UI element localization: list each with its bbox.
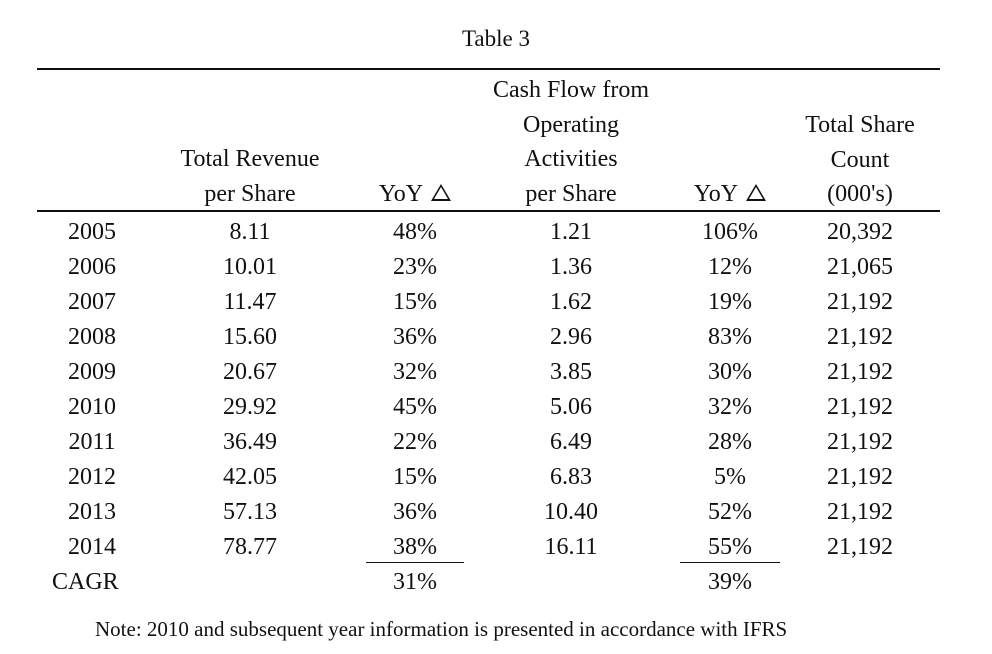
- cagr-cashflow: 39%: [708, 569, 752, 595]
- cell-revenue: 8.11: [229, 219, 271, 245]
- cell-year: 2005: [68, 219, 116, 245]
- header-cashflow-line-4: per Share: [525, 180, 617, 207]
- cell-shares: 21,192: [827, 394, 893, 420]
- header-shares-line-1: Total Share: [805, 112, 915, 138]
- cell-shares: 21,065: [827, 254, 893, 280]
- cell-yoy-revenue: 45%: [393, 394, 437, 420]
- cell-cashflow: 6.49: [550, 429, 592, 455]
- cell-year: 2007: [68, 289, 116, 315]
- cell-yoy-revenue: 15%: [393, 464, 437, 490]
- table-row: 2011 36.49 22% 6.49 28% 21,192: [0, 425, 992, 460]
- header-shares-line-3: (000's): [827, 181, 893, 207]
- table-title: Table 3: [461, 26, 530, 51]
- cell-yoy-cashflow: 106%: [702, 219, 758, 245]
- header-shares-line-2: Count: [830, 146, 890, 173]
- table-row: 2010 29.92 45% 5.06 32% 21,192: [0, 390, 992, 425]
- table-row: 2005 8.11 48% 1.21 106% 20,392: [0, 215, 992, 250]
- header-cashflow-line-2: Operating: [523, 111, 619, 138]
- cell-cashflow: 1.21: [550, 219, 592, 245]
- cell-shares: 21,192: [827, 359, 893, 385]
- table-row: 2012 42.05 15% 6.83 5% 21,192: [0, 460, 992, 495]
- yoy-revenue-underline: [366, 562, 464, 563]
- cell-yoy-revenue: 38%: [393, 534, 437, 560]
- cell-cashflow: 16.11: [544, 534, 598, 560]
- cell-yoy-revenue: 22%: [393, 429, 437, 455]
- cell-revenue: 42.05: [223, 464, 277, 490]
- cell-year: 2006: [68, 254, 116, 280]
- cell-revenue: 11.47: [223, 289, 277, 315]
- cell-revenue: 20.67: [223, 359, 277, 385]
- cell-yoy-cashflow: 52%: [708, 499, 752, 525]
- cell-yoy-revenue: 15%: [393, 289, 437, 315]
- cell-yoy-cashflow: 19%: [708, 289, 752, 315]
- cell-cashflow: 5.06: [550, 394, 592, 420]
- cell-yoy-revenue: 36%: [393, 324, 437, 350]
- cell-revenue: 36.49: [223, 429, 277, 455]
- cell-cashflow: 1.36: [550, 254, 592, 280]
- cagr-row: CAGR 31% 39%: [0, 565, 992, 600]
- table-row: 2009 20.67 32% 3.85 30% 21,192: [0, 355, 992, 390]
- cell-shares: 21,192: [827, 289, 893, 315]
- cell-year: 2012: [68, 464, 116, 490]
- table-row: 2008 15.60 36% 2.96 83% 21,192: [0, 320, 992, 355]
- cell-yoy-revenue: 36%: [393, 499, 437, 525]
- cell-shares: 20,392: [827, 219, 893, 245]
- delta-icon: [431, 184, 452, 201]
- cell-year: 2008: [68, 324, 116, 350]
- cell-cashflow: 3.85: [550, 359, 592, 385]
- header-cashflow: Cash Flow from Operating Activities per …: [476, 73, 666, 211]
- header-cashflow-line-3: Activities: [524, 146, 618, 172]
- cell-revenue: 29.92: [223, 394, 277, 420]
- cell-cashflow: 6.83: [550, 464, 592, 490]
- cagr-revenue: 31%: [393, 569, 437, 595]
- cell-cashflow: 1.62: [550, 289, 592, 315]
- header-cashflow-line-1: Cash Flow from: [493, 77, 649, 103]
- header-yoy-revenue: YoY: [366, 177, 464, 212]
- cell-shares: 21,192: [827, 429, 893, 455]
- cell-yoy-cashflow: 28%: [708, 429, 752, 455]
- table-row: 2007 11.47 15% 1.62 19% 21,192: [0, 285, 992, 320]
- cell-revenue: 78.77: [223, 534, 277, 560]
- cell-year: 2011: [68, 429, 116, 455]
- yoy-cashflow-underline: [680, 562, 780, 563]
- cell-yoy-cashflow: 83%: [708, 324, 752, 350]
- header-yoy-cashflow: YoY: [680, 177, 780, 212]
- delta-icon: [746, 184, 767, 201]
- cell-cashflow: 2.96: [550, 324, 592, 350]
- cell-shares: 21,192: [827, 499, 893, 525]
- cell-year: 2009: [68, 359, 116, 385]
- cell-yoy-revenue: 32%: [393, 359, 437, 385]
- cell-yoy-cashflow: 55%: [708, 534, 752, 560]
- cell-revenue: 15.60: [223, 324, 277, 350]
- cell-yoy-cashflow: 12%: [708, 254, 752, 280]
- cell-yoy-revenue: 23%: [393, 254, 437, 280]
- header-shares: Total Share Count (000's): [790, 108, 930, 212]
- table-row: 2013 57.13 36% 10.40 52% 21,192: [0, 495, 992, 530]
- header-rule: [37, 210, 940, 212]
- table-row: 2006 10.01 23% 1.36 12% 21,065: [0, 250, 992, 285]
- header-yoy-label: YoY: [693, 181, 739, 207]
- cell-revenue: 57.13: [223, 499, 277, 525]
- top-rule: [37, 68, 940, 70]
- table-note: Note: 2010 and subsequent year informati…: [95, 617, 788, 641]
- cell-shares: 21,192: [827, 324, 893, 350]
- cagr-label: CAGR: [52, 569, 119, 595]
- cell-year: 2010: [68, 394, 116, 420]
- cell-yoy-cashflow: 5%: [714, 464, 746, 490]
- table-row: 2014 78.77 38% 16.11 55% 21,192: [0, 530, 992, 565]
- cell-shares: 21,192: [827, 534, 893, 560]
- header-revenue-line-1: Total Revenue: [180, 146, 320, 172]
- header-yoy-label: YoY: [378, 181, 424, 207]
- cell-year: 2014: [68, 534, 116, 560]
- cell-cashflow: 10.40: [544, 499, 598, 525]
- cell-year: 2013: [68, 499, 116, 525]
- header-revenue: Total Revenue per Share: [180, 142, 320, 211]
- cell-yoy-cashflow: 30%: [708, 359, 752, 385]
- cell-shares: 21,192: [827, 464, 893, 490]
- header-revenue-line-2: per Share: [204, 180, 296, 207]
- cell-revenue: 10.01: [223, 254, 277, 280]
- cell-yoy-revenue: 48%: [393, 219, 437, 245]
- cell-yoy-cashflow: 32%: [708, 394, 752, 420]
